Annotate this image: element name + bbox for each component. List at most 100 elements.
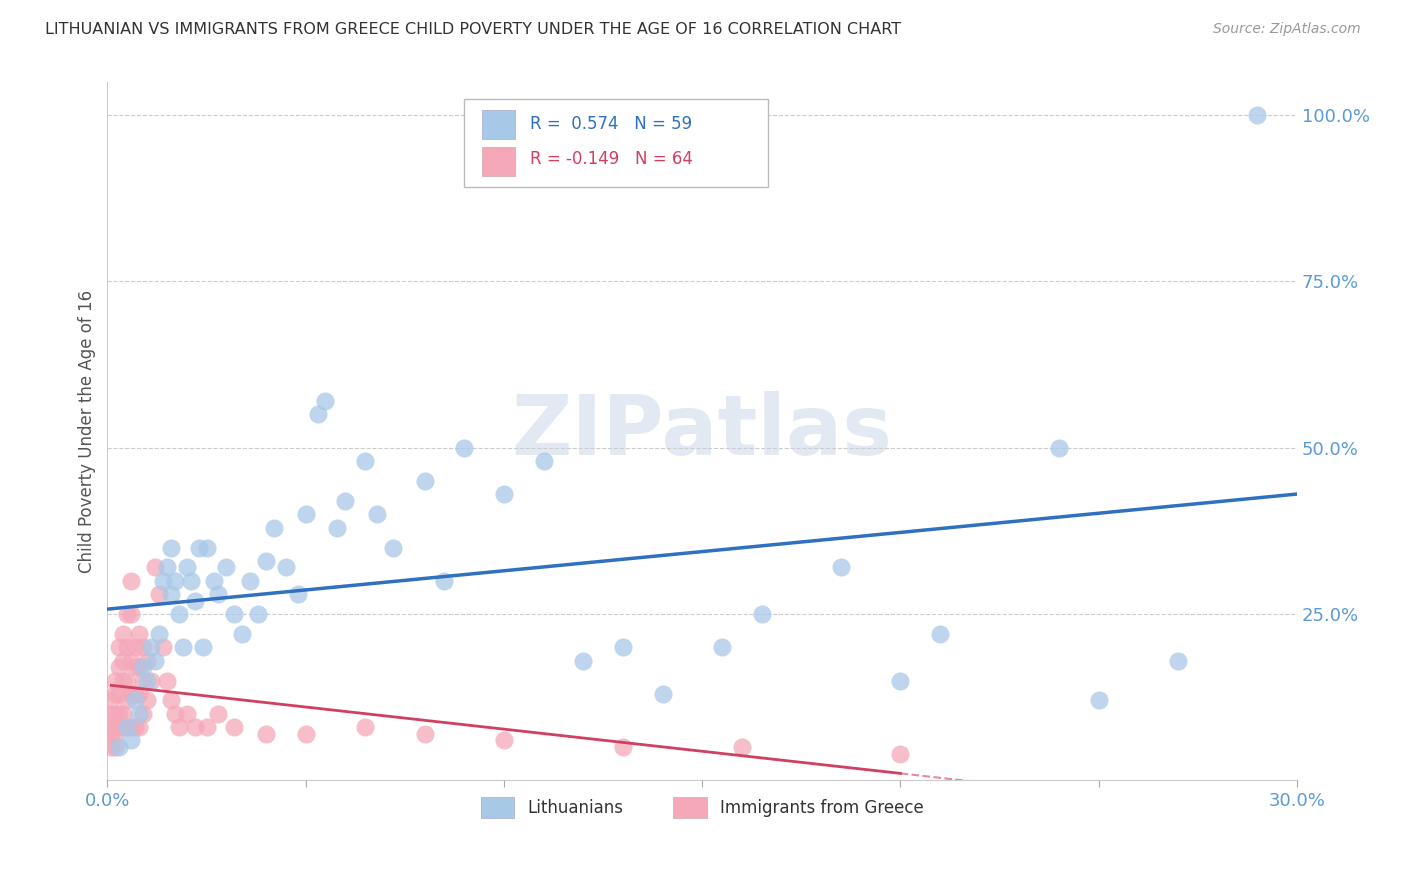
Point [731,739,754,754]
Point [167,720,190,734]
Point [1167,654,1189,668]
Point [492,733,515,747]
Point [830,560,852,574]
Point [239,574,262,588]
Point [231,627,253,641]
Point [254,554,277,568]
Point [751,607,773,621]
Point [160,587,183,601]
FancyBboxPatch shape [482,147,516,177]
Point [112,706,135,721]
Point [224,607,246,621]
Point [132,706,155,721]
Point [254,727,277,741]
Point [307,408,329,422]
Point [120,733,142,747]
Point [354,720,377,734]
Point [124,660,146,674]
Point [136,673,159,688]
Text: R =  0.574   N = 59: R = 0.574 N = 59 [530,115,692,134]
Point [156,560,179,574]
Point [354,454,377,468]
Point [120,720,142,734]
Point [112,673,135,688]
Point [115,673,138,688]
Point [128,720,150,734]
Point [108,720,131,734]
Point [132,673,155,688]
Point [651,687,673,701]
Point [413,727,436,741]
Point [176,706,198,721]
Point [100,727,122,741]
Point [176,560,198,574]
Point [143,560,166,574]
Point [128,627,150,641]
Point [108,739,131,754]
Text: LITHUANIAN VS IMMIGRANTS FROM GREECE CHILD POVERTY UNDER THE AGE OF 16 CORRELATI: LITHUANIAN VS IMMIGRANTS FROM GREECE CHI… [45,22,901,37]
Point [108,687,131,701]
Point [183,720,205,734]
Point [120,607,142,621]
Point [163,706,186,721]
Point [612,739,634,754]
Point [492,487,515,501]
Point [381,541,404,555]
Point [120,574,142,588]
Point [115,640,138,655]
Point [124,687,146,701]
Point [294,508,316,522]
Point [195,720,218,734]
Point [100,739,122,754]
Point [215,560,238,574]
Point [207,587,229,601]
Point [366,508,388,522]
Text: Source: ZipAtlas.com: Source: ZipAtlas.com [1213,22,1361,37]
Point [100,720,122,734]
Point [100,693,122,707]
FancyBboxPatch shape [482,110,516,139]
FancyBboxPatch shape [464,99,768,186]
Point [115,693,138,707]
Point [180,574,202,588]
Text: R = -0.149   N = 64: R = -0.149 N = 64 [530,151,693,169]
Point [314,394,336,409]
Point [104,720,127,734]
Point [247,607,270,621]
Point [136,693,159,707]
Point [335,494,357,508]
Point [1047,441,1070,455]
Point [889,673,911,688]
Point [163,574,186,588]
Point [132,640,155,655]
Point [108,640,131,655]
Point [207,706,229,721]
Point [187,541,209,555]
Point [115,720,138,734]
Point [112,627,135,641]
Point [889,747,911,761]
Point [326,520,349,534]
Point [263,520,285,534]
Point [104,687,127,701]
Point [172,640,194,655]
Point [124,640,146,655]
Point [115,720,138,734]
Text: ZIPatlas: ZIPatlas [512,391,893,472]
Point [148,627,170,641]
Point [929,627,952,641]
Point [139,673,162,688]
Point [112,654,135,668]
Point [204,574,226,588]
Point [108,706,131,721]
Point [191,640,214,655]
Point [124,720,146,734]
Point [115,607,138,621]
Point [104,706,127,721]
Point [612,640,634,655]
Point [224,720,246,734]
Point [139,640,162,655]
Point [152,574,174,588]
Point [100,706,122,721]
Point [124,693,146,707]
